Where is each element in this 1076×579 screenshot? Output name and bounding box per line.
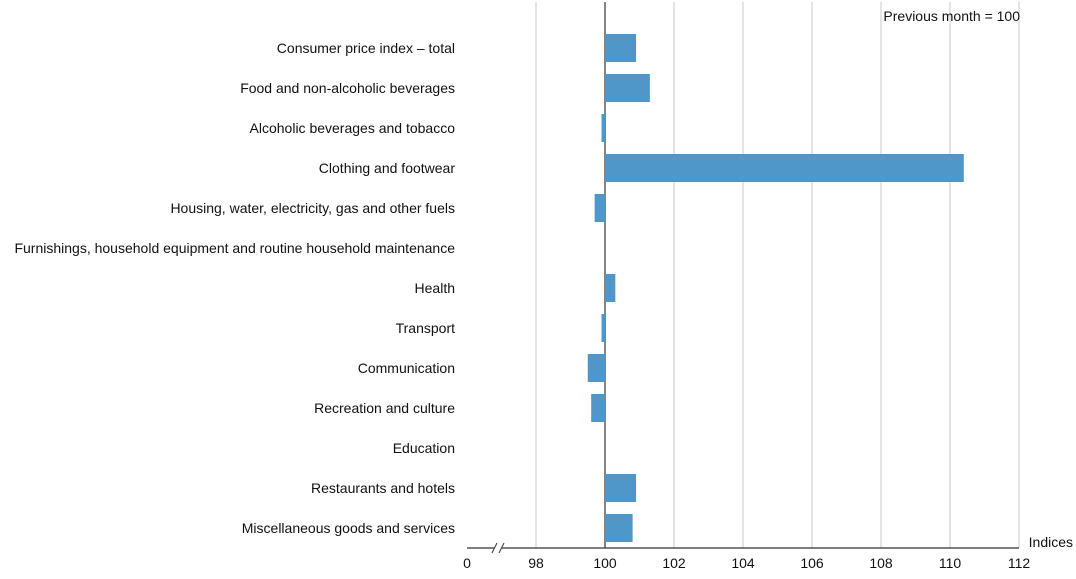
x-tick-label: 100 <box>593 555 617 571</box>
x-tick-label: 110 <box>939 555 962 571</box>
bar <box>605 154 964 182</box>
bar <box>594 194 605 222</box>
x-axis-label: Indices <box>1029 534 1073 550</box>
bar <box>605 274 616 302</box>
bar <box>587 354 605 382</box>
category-label: Transport <box>396 320 456 336</box>
category-label: Restaurants and hotels <box>311 480 455 496</box>
category-label: Miscellaneous goods and services <box>242 520 455 536</box>
x-tick-label: 106 <box>800 555 824 571</box>
category-label: Recreation and culture <box>314 400 455 416</box>
x-tick-label: 102 <box>662 555 686 571</box>
category-label: Furnishings, household equipment and rou… <box>14 240 455 256</box>
category-label: Alcoholic beverages and tobacco <box>250 120 456 136</box>
x-tick-label: 98 <box>528 555 544 571</box>
category-label: Housing, water, electricity, gas and oth… <box>170 200 455 216</box>
category-label: Food and non-alcoholic beverages <box>240 80 455 96</box>
category-label: Education <box>393 440 455 456</box>
x-tick-label: 108 <box>869 555 893 571</box>
bar <box>605 34 637 62</box>
bar <box>605 74 650 102</box>
category-label: Clothing and footwear <box>319 160 456 176</box>
bar <box>601 314 605 342</box>
category-label: Communication <box>358 360 455 376</box>
bar <box>605 474 637 502</box>
category-label: Consumer price index – total <box>277 40 455 56</box>
axis-layer <box>467 542 1019 554</box>
category-label: Health <box>415 280 455 296</box>
bar <box>591 394 605 422</box>
x-tick-label: 112 <box>1008 555 1031 571</box>
x-tick-label: 0 <box>463 555 471 571</box>
bar <box>605 514 633 542</box>
bar <box>601 114 605 142</box>
bar-layer <box>587 34 964 542</box>
axis-break-marker <box>491 542 505 554</box>
chart-note: Previous month = 100 <box>883 8 1020 24</box>
label-layer: Consumer price index – total Food and non… <box>14 40 1030 571</box>
x-tick-label: 104 <box>731 555 755 571</box>
